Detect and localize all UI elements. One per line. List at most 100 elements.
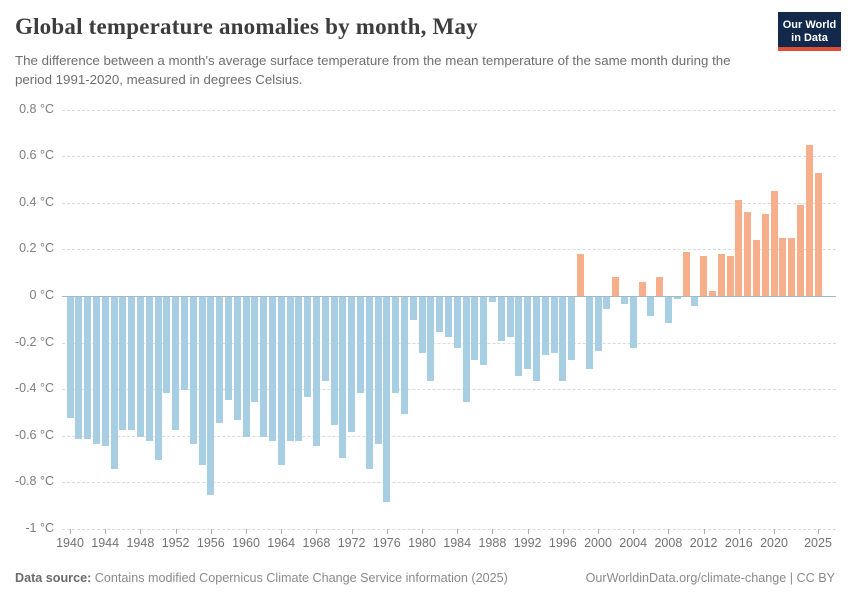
bar-1948[interactable] — [136, 297, 144, 437]
bar-2003[interactable] — [620, 297, 628, 304]
bar-1997[interactable] — [568, 297, 576, 360]
bar-2002[interactable] — [612, 277, 620, 296]
bar-1950[interactable] — [154, 297, 162, 461]
bar-2010[interactable] — [682, 251, 690, 296]
bar-2016[interactable] — [735, 200, 743, 296]
bar-2006[interactable] — [647, 297, 655, 316]
bar-1958[interactable] — [224, 297, 232, 400]
bar-1944[interactable] — [101, 297, 109, 447]
bar-1979[interactable] — [409, 297, 417, 321]
bar-2009[interactable] — [673, 297, 681, 300]
bar-2005[interactable] — [638, 282, 646, 296]
bar-1977[interactable] — [392, 297, 400, 393]
bar-2012[interactable] — [700, 256, 708, 296]
bar-2025[interactable] — [814, 172, 822, 296]
bar-1992[interactable] — [524, 297, 532, 370]
gridline — [62, 482, 836, 484]
bar-1999[interactable] — [585, 297, 593, 370]
x-axis-label: 1968 — [302, 536, 331, 550]
bar-1954[interactable] — [189, 297, 197, 444]
bar-1970[interactable] — [330, 297, 338, 426]
x-axis-tick — [210, 529, 212, 534]
bar-2017[interactable] — [744, 212, 752, 296]
bar-1956[interactable] — [207, 297, 215, 496]
bar-1942[interactable] — [84, 297, 92, 440]
bar-1963[interactable] — [268, 297, 276, 442]
bar-2020[interactable] — [770, 191, 778, 296]
bar-2001[interactable] — [603, 297, 611, 309]
x-axis-tick — [457, 529, 459, 534]
bar-1998[interactable] — [576, 254, 584, 296]
bar-1969[interactable] — [321, 297, 329, 381]
x-axis-label: 1984 — [443, 536, 472, 550]
bar-1940[interactable] — [66, 297, 74, 419]
bar-1995[interactable] — [550, 297, 558, 353]
x-axis-tick — [281, 529, 283, 534]
bar-1993[interactable] — [532, 297, 540, 381]
bar-1985[interactable] — [462, 297, 470, 402]
bar-1990[interactable] — [506, 297, 514, 337]
bar-1941[interactable] — [75, 297, 83, 440]
bar-1968[interactable] — [312, 297, 320, 447]
x-axis-label: 2020 — [760, 536, 788, 550]
bar-1945[interactable] — [110, 297, 118, 470]
bar-1966[interactable] — [295, 297, 303, 442]
bar-1946[interactable] — [119, 297, 127, 430]
bar-1971[interactable] — [339, 297, 347, 458]
x-axis-tick — [105, 529, 107, 534]
bar-2024[interactable] — [805, 144, 813, 296]
bar-1986[interactable] — [471, 297, 479, 360]
bar-1965[interactable] — [286, 297, 294, 442]
bar-1957[interactable] — [216, 297, 224, 423]
bar-1949[interactable] — [145, 297, 153, 442]
bar-1960[interactable] — [242, 297, 250, 437]
bar-1972[interactable] — [348, 297, 356, 433]
owid-footer-link[interactable]: OurWorldinData.org/climate-change | CC B… — [585, 571, 835, 585]
bar-1955[interactable] — [198, 297, 206, 465]
bar-1991[interactable] — [515, 297, 523, 377]
bar-1996[interactable] — [559, 297, 567, 381]
bar-2019[interactable] — [761, 214, 769, 296]
bar-2008[interactable] — [664, 297, 672, 323]
bar-2007[interactable] — [656, 277, 664, 296]
bar-2000[interactable] — [594, 297, 602, 351]
bar-1994[interactable] — [541, 297, 549, 356]
bar-1984[interactable] — [453, 297, 461, 349]
bar-2023[interactable] — [796, 205, 804, 296]
bar-1961[interactable] — [251, 297, 259, 402]
bar-1953[interactable] — [180, 297, 188, 391]
bar-1974[interactable] — [365, 297, 373, 470]
bar-1951[interactable] — [163, 297, 171, 393]
bar-1959[interactable] — [233, 297, 241, 421]
bar-1947[interactable] — [128, 297, 136, 430]
bar-1981[interactable] — [427, 297, 435, 381]
x-axis-label: 1944 — [91, 536, 120, 550]
bar-2022[interactable] — [788, 237, 796, 296]
bar-1976[interactable] — [383, 297, 391, 503]
bar-1989[interactable] — [497, 297, 505, 342]
bar-1987[interactable] — [480, 297, 488, 365]
bar-2013[interactable] — [708, 291, 716, 296]
bar-1964[interactable] — [277, 297, 285, 465]
x-axis-label: 2016 — [724, 536, 753, 550]
bar-1962[interactable] — [260, 297, 268, 437]
bar-2014[interactable] — [717, 254, 725, 296]
bar-1988[interactable] — [488, 297, 496, 302]
bar-1973[interactable] — [356, 297, 364, 393]
bar-1952[interactable] — [172, 297, 180, 430]
data-source-text: Contains modified Copernicus Climate Cha… — [91, 571, 508, 585]
x-axis-label: 1996 — [548, 536, 577, 550]
bar-1967[interactable] — [304, 297, 312, 398]
bar-1980[interactable] — [418, 297, 426, 353]
bar-1943[interactable] — [92, 297, 100, 444]
bar-2018[interactable] — [752, 240, 760, 296]
bar-1975[interactable] — [374, 297, 382, 444]
bar-2011[interactable] — [691, 297, 699, 307]
bar-1982[interactable] — [436, 297, 444, 332]
bar-2021[interactable] — [779, 237, 787, 296]
bar-2004[interactable] — [629, 297, 637, 349]
bar-1978[interactable] — [400, 297, 408, 414]
bar-1983[interactable] — [444, 297, 452, 337]
bar-2015[interactable] — [726, 256, 734, 296]
